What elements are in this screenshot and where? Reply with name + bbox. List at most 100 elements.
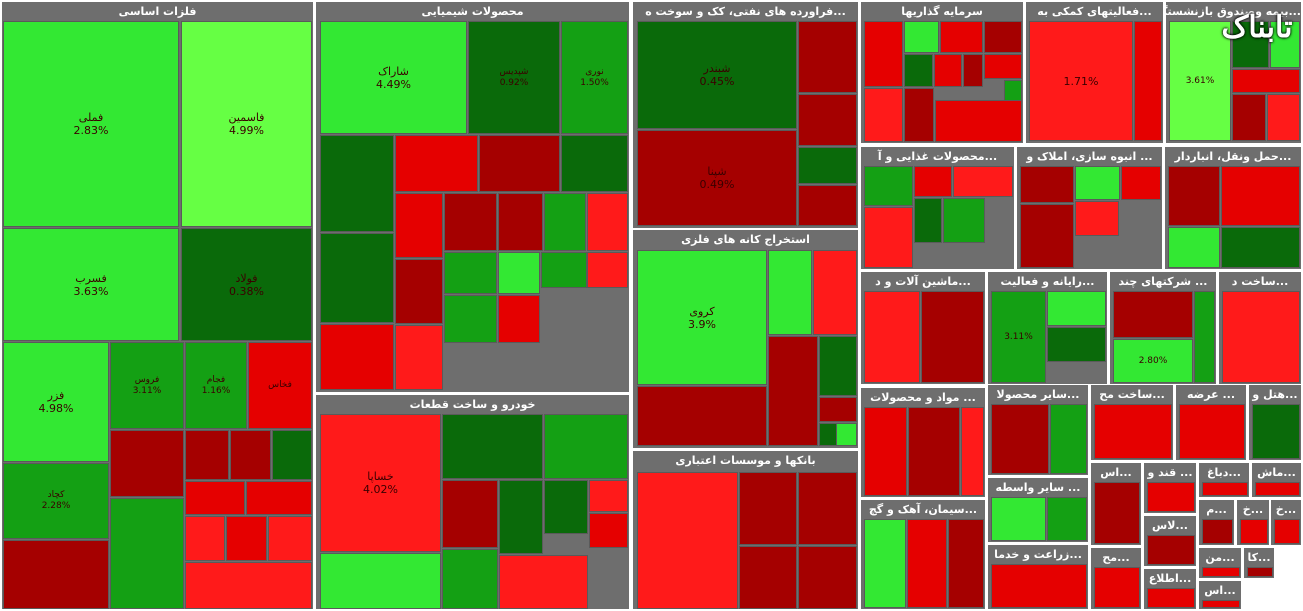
stock-cell[interactable] xyxy=(395,325,443,390)
stock-cell[interactable] xyxy=(864,519,906,608)
stock-cell[interactable] xyxy=(768,250,812,335)
stock-cell[interactable] xyxy=(819,336,857,396)
stock-cell[interactable]: 1.71% xyxy=(1029,21,1133,141)
stock-cell[interactable] xyxy=(444,193,497,251)
stock-cell[interactable]: 2.80% xyxy=(1113,339,1193,383)
stock-cell[interactable] xyxy=(984,54,1022,79)
stock-cell[interactable] xyxy=(1222,291,1300,383)
stock-cell[interactable] xyxy=(963,54,983,87)
stock-cell[interactable] xyxy=(185,516,225,561)
stock-cell[interactable]: فولاد 0.38% xyxy=(181,228,312,341)
stock-cell[interactable] xyxy=(498,252,540,294)
stock-cell[interactable] xyxy=(864,88,903,142)
sector-title[interactable]: ...هتل و xyxy=(1252,388,1298,401)
stock-cell[interactable] xyxy=(1270,21,1300,68)
stock-cell[interactable] xyxy=(1168,227,1220,268)
sector-title[interactable]: ... انبوه سازی، املاک و xyxy=(1026,150,1153,163)
stock-cell[interactable] xyxy=(1232,94,1266,141)
stock-cell[interactable] xyxy=(921,291,984,383)
sector-title[interactable]: ...دباغ xyxy=(1207,466,1241,479)
stock-cell[interactable] xyxy=(1121,166,1161,200)
sector-title[interactable]: ...مح xyxy=(1102,551,1130,564)
stock-cell[interactable]: شپنا 0.49% xyxy=(637,130,797,226)
stock-cell[interactable] xyxy=(587,252,628,288)
stock-cell[interactable] xyxy=(864,407,907,496)
stock-cell[interactable] xyxy=(907,519,947,608)
stock-cell[interactable]: فسرب 3.63% xyxy=(3,228,179,341)
sector-title[interactable]: ...ساخت مح xyxy=(1099,388,1165,401)
stock-cell[interactable] xyxy=(1202,482,1248,496)
sector-title[interactable]: خودرو و ساخت قطعات xyxy=(409,398,536,411)
stock-cell[interactable] xyxy=(914,166,952,197)
stock-cell[interactable] xyxy=(991,564,1087,608)
stock-cell[interactable] xyxy=(1094,482,1140,544)
sector-title[interactable]: ...خ xyxy=(1242,503,1264,516)
stock-cell[interactable]: فملی 2.83% xyxy=(3,21,179,227)
stock-cell[interactable]: فاسمین 4.99% xyxy=(181,21,312,227)
sector-title[interactable]: ...لاس xyxy=(1152,519,1188,532)
stock-cell[interactable] xyxy=(1075,166,1120,200)
sector-title[interactable]: ...حمل ونقل، انباردار xyxy=(1174,150,1292,163)
stock-cell[interactable] xyxy=(1221,227,1300,268)
stock-cell[interactable]: خساپا 4.02% xyxy=(320,414,441,552)
stock-cell[interactable] xyxy=(934,54,962,87)
stock-cell[interactable] xyxy=(1094,567,1140,608)
stock-cell[interactable] xyxy=(940,21,983,53)
stock-cell[interactable] xyxy=(185,430,229,480)
stock-cell[interactable] xyxy=(739,472,797,545)
sector-title[interactable]: ...فراورده های نفتی، کک و سوخت ه xyxy=(645,5,846,18)
stock-cell[interactable] xyxy=(798,472,857,545)
stock-cell[interactable]: شاراک 4.49% xyxy=(320,21,467,134)
stock-cell[interactable]: شبندر 0.45% xyxy=(637,21,797,129)
stock-cell[interactable] xyxy=(589,480,628,512)
stock-cell[interactable] xyxy=(1020,166,1074,203)
stock-cell[interactable] xyxy=(320,233,394,323)
sector-title[interactable]: ...م xyxy=(1206,503,1227,516)
stock-cell[interactable] xyxy=(1255,482,1300,496)
stock-cell[interactable] xyxy=(272,430,312,480)
stock-cell[interactable] xyxy=(1004,80,1022,102)
stock-cell[interactable] xyxy=(991,404,1049,474)
sector-title[interactable]: ...ماش xyxy=(1257,466,1296,479)
sector-title[interactable]: ...کا xyxy=(1247,551,1271,564)
stock-cell[interactable]: فزر 4.98% xyxy=(3,342,109,462)
stock-cell[interactable] xyxy=(320,553,441,609)
stock-cell[interactable] xyxy=(914,198,942,243)
stock-cell[interactable] xyxy=(1113,291,1193,338)
sector-title[interactable]: ...اس xyxy=(1100,466,1132,479)
stock-cell[interactable] xyxy=(1221,166,1300,226)
stock-cell[interactable] xyxy=(1075,201,1119,236)
stock-cell[interactable] xyxy=(836,423,857,446)
stock-cell[interactable] xyxy=(561,135,628,192)
stock-cell[interactable]: فجام 1.16% xyxy=(185,342,247,429)
stock-cell[interactable] xyxy=(984,21,1022,53)
stock-cell[interactable] xyxy=(798,147,857,184)
stock-cell[interactable] xyxy=(798,94,857,146)
stock-cell[interactable] xyxy=(442,414,543,479)
sector-title[interactable]: ... قند و xyxy=(1147,466,1193,479)
sector-title[interactable]: سرمایه گذاریها xyxy=(901,5,983,18)
sector-title[interactable]: ... عرضه xyxy=(1186,388,1236,401)
stock-cell[interactable] xyxy=(110,498,184,609)
stock-cell[interactable] xyxy=(541,252,587,288)
sector-title[interactable]: ...فعالیتهای کمکی به xyxy=(1037,5,1152,18)
stock-cell[interactable] xyxy=(499,555,588,609)
stock-cell[interactable] xyxy=(1202,519,1233,544)
stock-cell[interactable] xyxy=(1267,94,1300,141)
stock-cell[interactable] xyxy=(246,481,312,515)
sector-title[interactable]: ...سیمان، آهک و گچ xyxy=(868,503,978,516)
stock-cell[interactable] xyxy=(637,472,738,609)
stock-cell[interactable] xyxy=(798,185,857,226)
stock-cell[interactable] xyxy=(1147,588,1195,608)
stock-cell[interactable]: کروی 3.9% xyxy=(637,250,767,385)
stock-cell[interactable] xyxy=(1047,291,1106,326)
stock-cell[interactable]: فروس 3.11% xyxy=(110,342,184,429)
stock-cell[interactable] xyxy=(864,166,913,206)
stock-cell[interactable] xyxy=(395,193,443,258)
stock-cell[interactable] xyxy=(589,513,628,548)
stock-cell[interactable] xyxy=(948,519,984,608)
sector-title[interactable]: ...خ xyxy=(1275,503,1297,516)
stock-cell[interactable]: 3.61% xyxy=(1169,21,1231,141)
stock-cell[interactable] xyxy=(819,397,857,422)
stock-cell[interactable] xyxy=(813,250,857,335)
